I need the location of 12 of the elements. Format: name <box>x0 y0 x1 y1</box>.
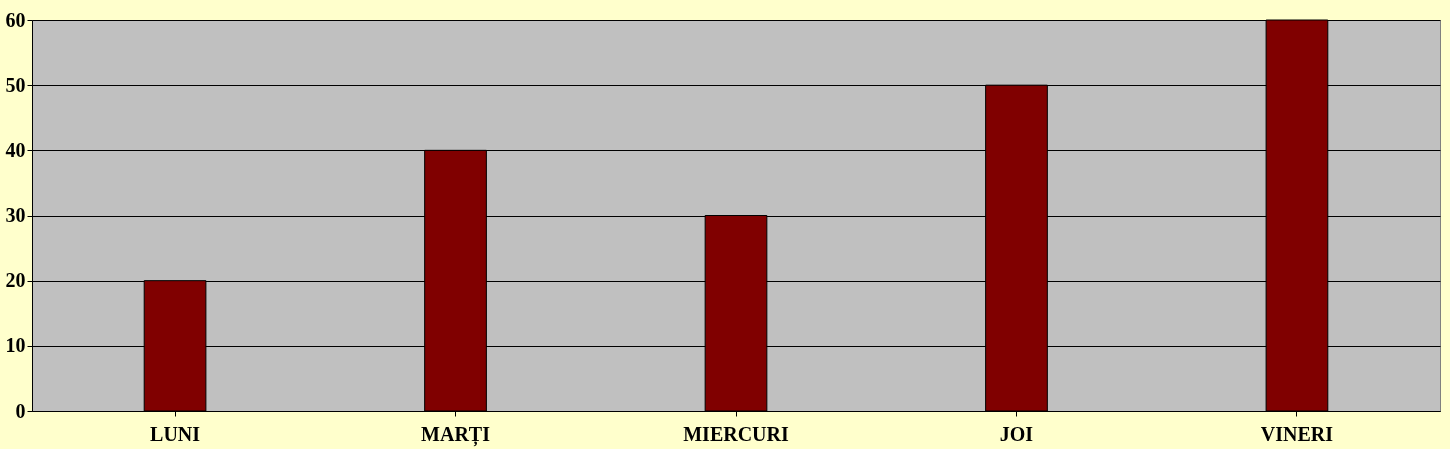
y-tick-label: 40 <box>5 138 26 161</box>
y-tick-label: 60 <box>5 8 26 31</box>
x-tick-label: JOI <box>999 422 1034 445</box>
y-tick-label: 30 <box>5 204 26 226</box>
x-tick-label: MARȚI <box>421 422 491 447</box>
y-tick-label: 10 <box>5 334 26 357</box>
y-tick-label: 20 <box>5 269 26 292</box>
x-tick-label: MIERCURI <box>683 422 789 445</box>
y-tick-label: 0 <box>15 399 26 422</box>
x-tick-label: LUNI <box>150 422 201 445</box>
y-tick-label: 50 <box>5 73 26 96</box>
x-tick-label: VINERI <box>1260 422 1334 445</box>
